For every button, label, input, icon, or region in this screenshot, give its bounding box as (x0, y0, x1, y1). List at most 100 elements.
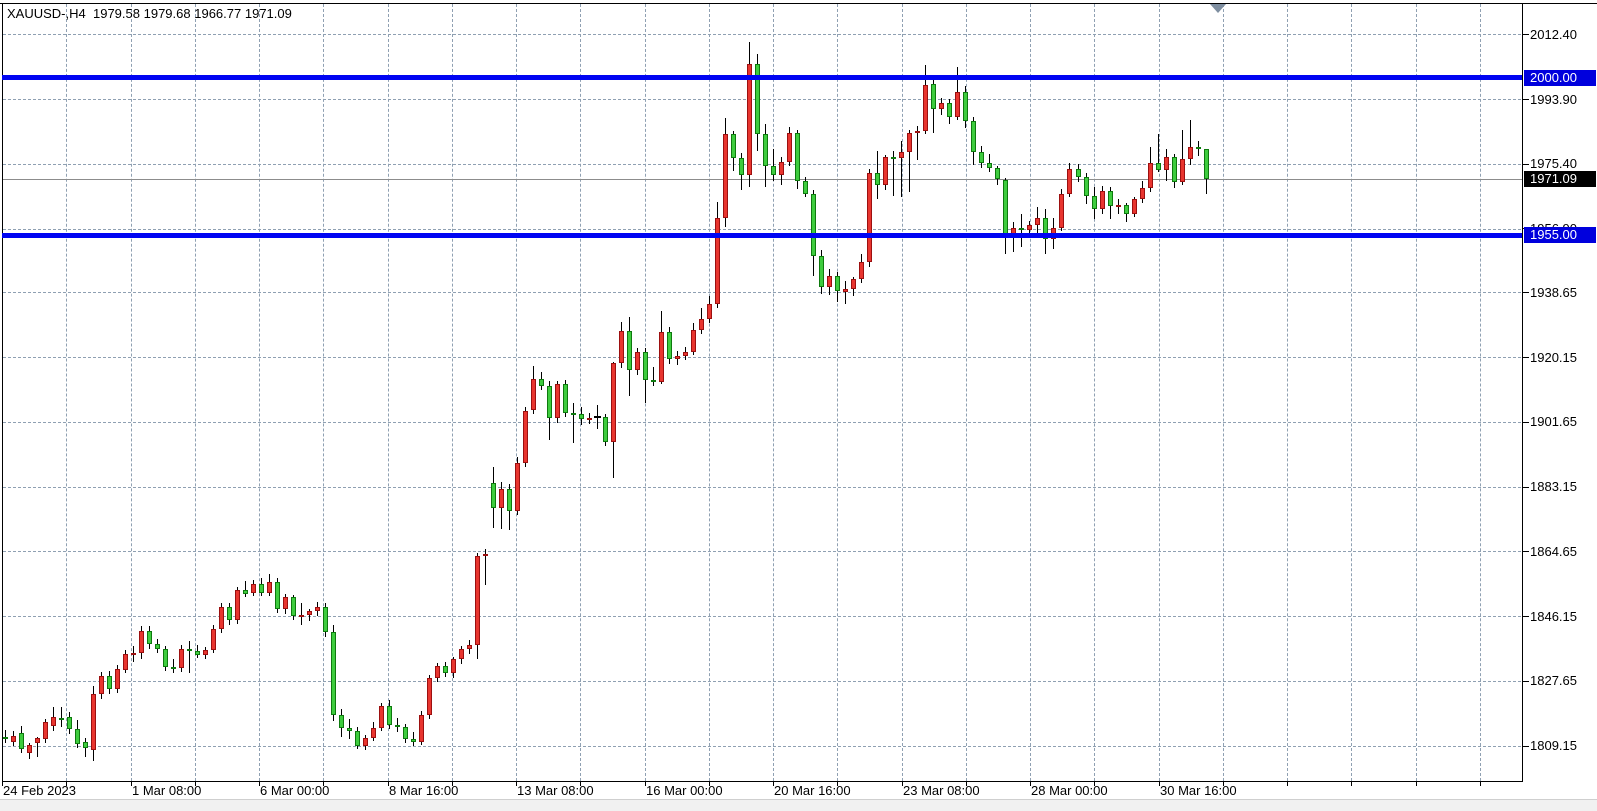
time-tick-mark (580, 782, 581, 786)
price-tick-mark (1523, 681, 1529, 682)
candle-body (915, 131, 920, 134)
time-tick-mark (1030, 782, 1031, 786)
ohlc-high: 1979.68 (143, 6, 191, 21)
candle-body (419, 715, 424, 742)
candle-body (523, 410, 528, 463)
candle-wick (653, 367, 654, 386)
candle-body (739, 157, 744, 176)
vertical-gridline (323, 4, 325, 781)
time-tick-mark (1351, 782, 1352, 786)
time-tick-mark (902, 782, 903, 786)
price-tick-label: 1920.15 (1530, 349, 1577, 365)
candle-body (1148, 163, 1153, 188)
candle-body (563, 383, 568, 413)
candle-wick (917, 125, 918, 160)
candle-body (1100, 190, 1105, 210)
candle-body (1108, 190, 1113, 207)
candle-body (651, 380, 656, 382)
candle-wick (845, 280, 846, 305)
candle-body (499, 489, 504, 509)
vertical-gridline (1222, 4, 1224, 781)
candle-body (1059, 193, 1064, 229)
candle-wick (1190, 120, 1191, 166)
time-tick-mark (323, 782, 324, 786)
candle-body (1092, 195, 1097, 210)
candle-wick (173, 658, 174, 673)
candle-body (1196, 146, 1201, 150)
candle-wick (1021, 214, 1022, 248)
time-tick-label: 8 Mar 16:00 (389, 783, 459, 798)
candle-body (235, 590, 240, 621)
candle-body (667, 332, 672, 359)
candle-body (307, 611, 312, 615)
vertical-gridline (1287, 4, 1288, 781)
candle-body (331, 632, 336, 715)
horizontal-gridline (3, 228, 1521, 230)
candle-body (27, 744, 32, 754)
price-tick-mark (1523, 487, 1529, 488)
candle-body (979, 152, 984, 164)
symbol-period-label: XAUUSD-,H4 (7, 6, 86, 21)
candle-body (107, 675, 112, 690)
candle-body (1132, 199, 1137, 214)
time-axis[interactable] (0, 782, 1522, 799)
time-tick-mark (388, 782, 389, 786)
candle-body (987, 163, 992, 168)
candle-body (371, 727, 376, 739)
price-level-line[interactable] (2, 75, 1522, 81)
vertical-gridline (580, 4, 582, 781)
candle-body (603, 417, 608, 442)
vertical-gridline (1415, 4, 1417, 781)
candle-wick (909, 130, 910, 193)
time-tick-label: 30 Mar 16:00 (1160, 783, 1237, 798)
chart-shift-triangle-icon[interactable] (1210, 4, 1226, 13)
candle-body (1003, 179, 1008, 238)
candle-body (971, 120, 976, 153)
candle-body (643, 351, 648, 381)
time-tick-mark (195, 782, 196, 786)
candle-body (715, 218, 720, 305)
candle-body (1116, 205, 1121, 208)
candle-body (11, 735, 16, 742)
candle-wick (485, 549, 486, 586)
price-axis[interactable] (1523, 4, 1597, 781)
time-tick-mark (837, 782, 838, 786)
candle-body (395, 724, 400, 727)
current-price-line (2, 179, 1522, 180)
candle-wick (61, 707, 62, 727)
time-tick-mark (131, 782, 132, 786)
horizontal-gridline (3, 292, 1521, 294)
candle-body (747, 63, 752, 176)
candle-body (907, 132, 912, 153)
ohlc-low: 1966.77 (194, 6, 242, 21)
chart-plot-area[interactable] (0, 0, 1597, 782)
vertical-gridline (130, 4, 132, 781)
vertical-gridline (1158, 4, 1160, 781)
price-level-line[interactable] (2, 232, 1522, 238)
candle-body (731, 134, 736, 158)
candle-body (379, 706, 384, 728)
price-tick-label: 1846.15 (1530, 608, 1577, 624)
candle-body (619, 331, 624, 364)
price-tick-label: 1864.65 (1530, 543, 1577, 559)
price-tick-mark (1523, 99, 1529, 100)
candle-body (899, 152, 904, 159)
candle-body (723, 134, 728, 219)
price-tick-mark (1523, 616, 1529, 617)
price-tick-mark (1523, 34, 1529, 35)
candle-wick (37, 737, 38, 758)
candle-body (691, 330, 696, 352)
candle-body (963, 91, 968, 121)
vertical-gridline (708, 4, 710, 781)
bottom-strip (0, 799, 1597, 811)
ohlc-close: 1971.09 (244, 6, 292, 21)
candle-body (435, 666, 440, 678)
candle-body (35, 738, 40, 744)
time-tick-label: 24 Feb 2023 (3, 783, 77, 798)
vertical-gridline (1351, 4, 1353, 781)
time-tick-mark (2, 782, 3, 786)
candle-body (587, 417, 592, 420)
price-tick-label: 1975.40 (1530, 156, 1577, 172)
candle-body (67, 717, 72, 729)
